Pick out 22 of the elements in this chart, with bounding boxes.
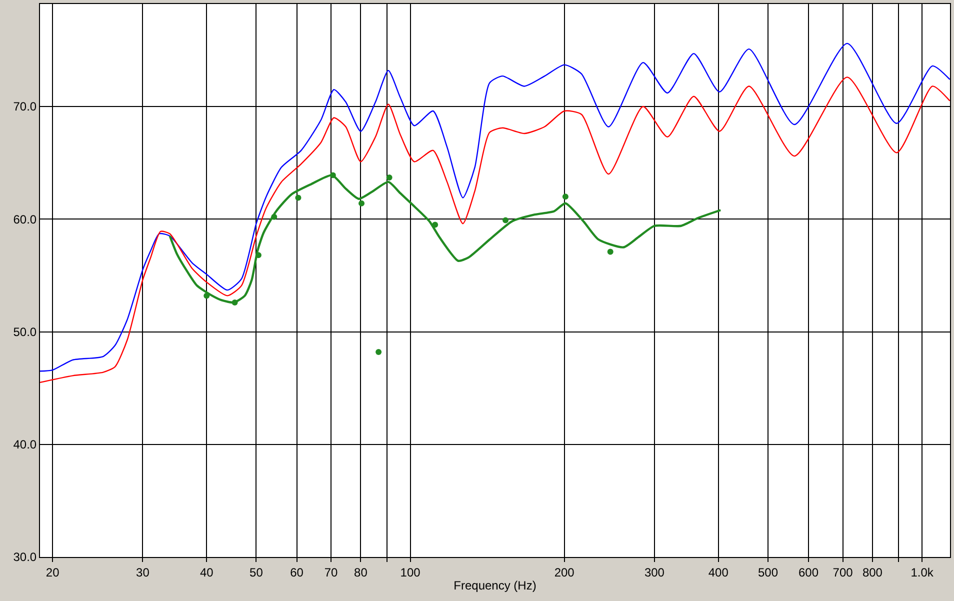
x-tick-label: 100 — [400, 565, 421, 580]
x-tick-label: 70 — [324, 565, 338, 580]
x-tick-label: 800 — [862, 565, 883, 580]
x-axis-title: Frequency (Hz) — [454, 578, 536, 592]
x-tick-label: 500 — [758, 565, 778, 580]
x-tick-label: 600 — [798, 565, 819, 580]
x-tick-label: 50 — [250, 565, 264, 580]
x-tick-label: 30 — [136, 565, 150, 580]
y-tick-label: 30.0 — [13, 550, 37, 564]
x-tick-label: 40 — [200, 565, 214, 580]
y-tick-label: 60.0 — [13, 212, 37, 226]
x-tick-label: 1.0k — [910, 565, 934, 580]
y-tick-label: 70.0 — [13, 100, 37, 114]
y-tick-label: 40.0 — [13, 438, 37, 452]
x-tick-label: 20 — [46, 565, 60, 580]
y-tick-label: 50.0 — [13, 324, 37, 339]
x-tick-label: 80 — [354, 565, 368, 580]
x-tick-label: 700 — [832, 565, 854, 580]
x-tick-label: 300 — [644, 565, 665, 580]
x-tick-label: 60 — [290, 565, 304, 580]
x-tick-label: 400 — [708, 565, 729, 580]
x-tick-label: 200 — [554, 565, 575, 580]
